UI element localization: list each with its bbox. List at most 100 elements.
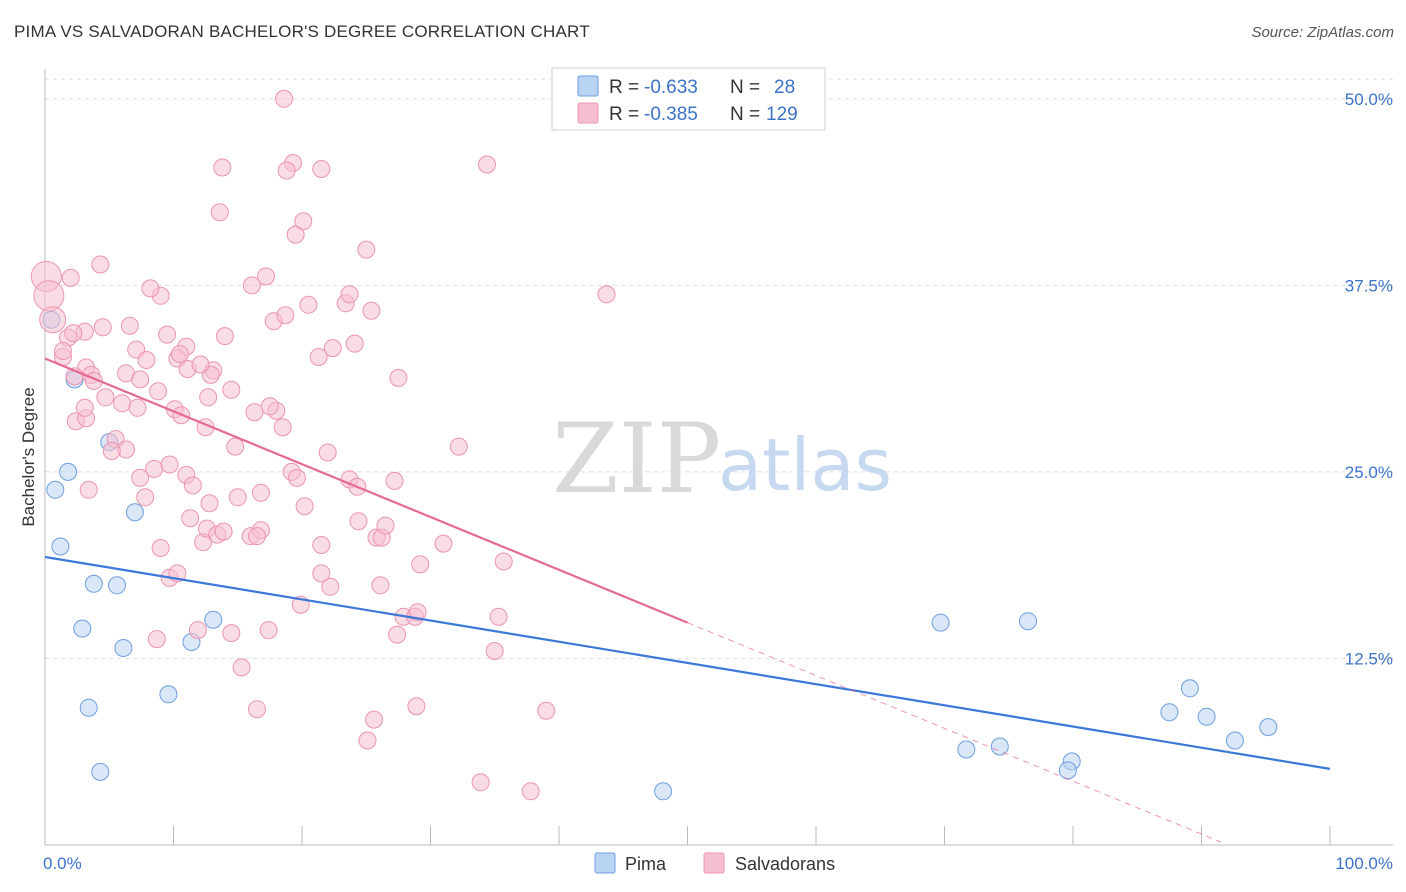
point-pima [1197, 707, 1216, 726]
legend-swatch-pima [577, 75, 599, 97]
point-salvadorans [408, 603, 427, 622]
point-pima [73, 619, 92, 638]
point-salvadorans [312, 160, 331, 178]
y-tick-labels: 12.5% 25.0% 37.5% 50.0% [1345, 90, 1393, 669]
point-salvadorans [362, 301, 381, 320]
point-salvadorans [277, 161, 296, 180]
point-salvadorans [79, 480, 98, 499]
point-salvadorans [434, 534, 453, 553]
point-salvadorans [340, 285, 359, 304]
point-salvadorans [214, 522, 233, 541]
point-salvadorans [151, 539, 170, 557]
point-salvadorans [137, 351, 156, 369]
point-salvadorans [312, 536, 331, 554]
point-pima [957, 740, 976, 759]
point-salvadorans [489, 607, 508, 626]
point-salvadorans [181, 509, 200, 528]
point-salvadorans [191, 355, 210, 374]
y-axis-label: Bachelor's Degree [19, 387, 38, 526]
point-salvadorans [113, 394, 132, 413]
point-salvadorans [478, 155, 496, 174]
point-salvadorans [131, 370, 150, 389]
point-salvadorans [213, 158, 232, 177]
legend-r-label-pima: R = [609, 77, 639, 98]
legend-n-value-pima: 28 [774, 77, 795, 98]
point-pima [84, 574, 103, 593]
x-tick-label-min: 0.0% [43, 854, 82, 873]
legend-n-label-pima: N = [730, 77, 760, 98]
point-salvadorans [257, 267, 275, 286]
point-salvadorans [210, 203, 229, 222]
x-tick-labels: 0.0% 100.0% [43, 854, 1393, 873]
point-salvadorans [312, 564, 331, 583]
point-salvadorans [295, 497, 314, 516]
point-salvadorans [93, 318, 112, 337]
point-salvadorans [242, 276, 261, 295]
point-salvadorans [299, 295, 318, 314]
x-tick-label-max: 100.0% [1335, 854, 1393, 873]
chart-source: Source: ZipAtlas.com [1251, 24, 1394, 41]
point-salvadorans [199, 388, 218, 407]
point-salvadorans [349, 512, 368, 531]
point-salvadorans [294, 212, 313, 231]
point-salvadorans [376, 516, 395, 535]
point-pima [51, 537, 70, 556]
point-salvadorans [260, 397, 279, 416]
y-tick-label: 12.5% [1345, 649, 1393, 668]
point-salvadorans [287, 468, 306, 487]
point-pima [91, 762, 110, 781]
point-pima [59, 462, 78, 481]
point-salvadorans [318, 443, 337, 462]
y-tick-label: 25.0% [1345, 463, 1393, 482]
point-salvadorans [141, 279, 160, 298]
point-salvadorans [275, 89, 293, 108]
series-legend-swatch-salvadorans [703, 852, 725, 874]
point-salvadorans [358, 731, 377, 750]
point-pima [79, 698, 98, 717]
point-pima [931, 613, 950, 632]
legend-r-value-pima: -0.633 [644, 77, 698, 98]
point-salvadorans [321, 577, 340, 596]
point-salvadorans [131, 468, 150, 487]
point-pima [990, 737, 1009, 756]
point-salvadorans [200, 494, 219, 513]
point-pima [46, 480, 65, 499]
point-salvadorans [54, 342, 72, 360]
point-salvadorans [96, 388, 115, 407]
point-salvadorans [407, 697, 426, 716]
point-salvadorans [323, 339, 342, 358]
point-salvadorans [158, 325, 177, 344]
point-salvadorans [91, 255, 110, 274]
axes [44, 69, 1393, 846]
legend-swatch-salvadorans [577, 102, 599, 124]
point-salvadorans [232, 658, 251, 677]
legend-n-label-salvadorans: N = [730, 104, 760, 125]
point-pima [1259, 718, 1278, 737]
point-pima [1058, 761, 1077, 780]
legend-r-label-salvadorans: R = [609, 104, 639, 125]
point-salvadorans [494, 552, 513, 571]
point-pima [204, 610, 223, 629]
point-salvadorans [64, 324, 83, 343]
trend-lines [44, 357, 1331, 843]
point-salvadorans [259, 621, 278, 640]
point-salvadorans [521, 782, 540, 801]
point-salvadorans [228, 488, 247, 507]
point-salvadorans [385, 471, 404, 490]
point-salvadorans [537, 701, 556, 720]
point-salvadorans [411, 555, 430, 574]
point-pima [1225, 731, 1244, 750]
point-pima [1180, 679, 1199, 698]
series-legend-label-salvadorans: Salvadorans [735, 854, 835, 874]
point-salvadorans [276, 306, 295, 325]
point-pima [1019, 612, 1037, 631]
y-tick-label: 50.0% [1345, 90, 1393, 109]
point-salvadorans [147, 630, 166, 649]
series-legend-swatch-pima [594, 852, 616, 874]
point-salvadorans [170, 345, 189, 363]
y-tick-label: 37.5% [1345, 276, 1393, 295]
point-pima [654, 782, 673, 801]
point-salvadorans [345, 334, 364, 353]
point-salvadorans [75, 398, 94, 417]
correlation-legend: R = -0.633 N = 28 R = -0.385 N = 129 [551, 67, 826, 131]
